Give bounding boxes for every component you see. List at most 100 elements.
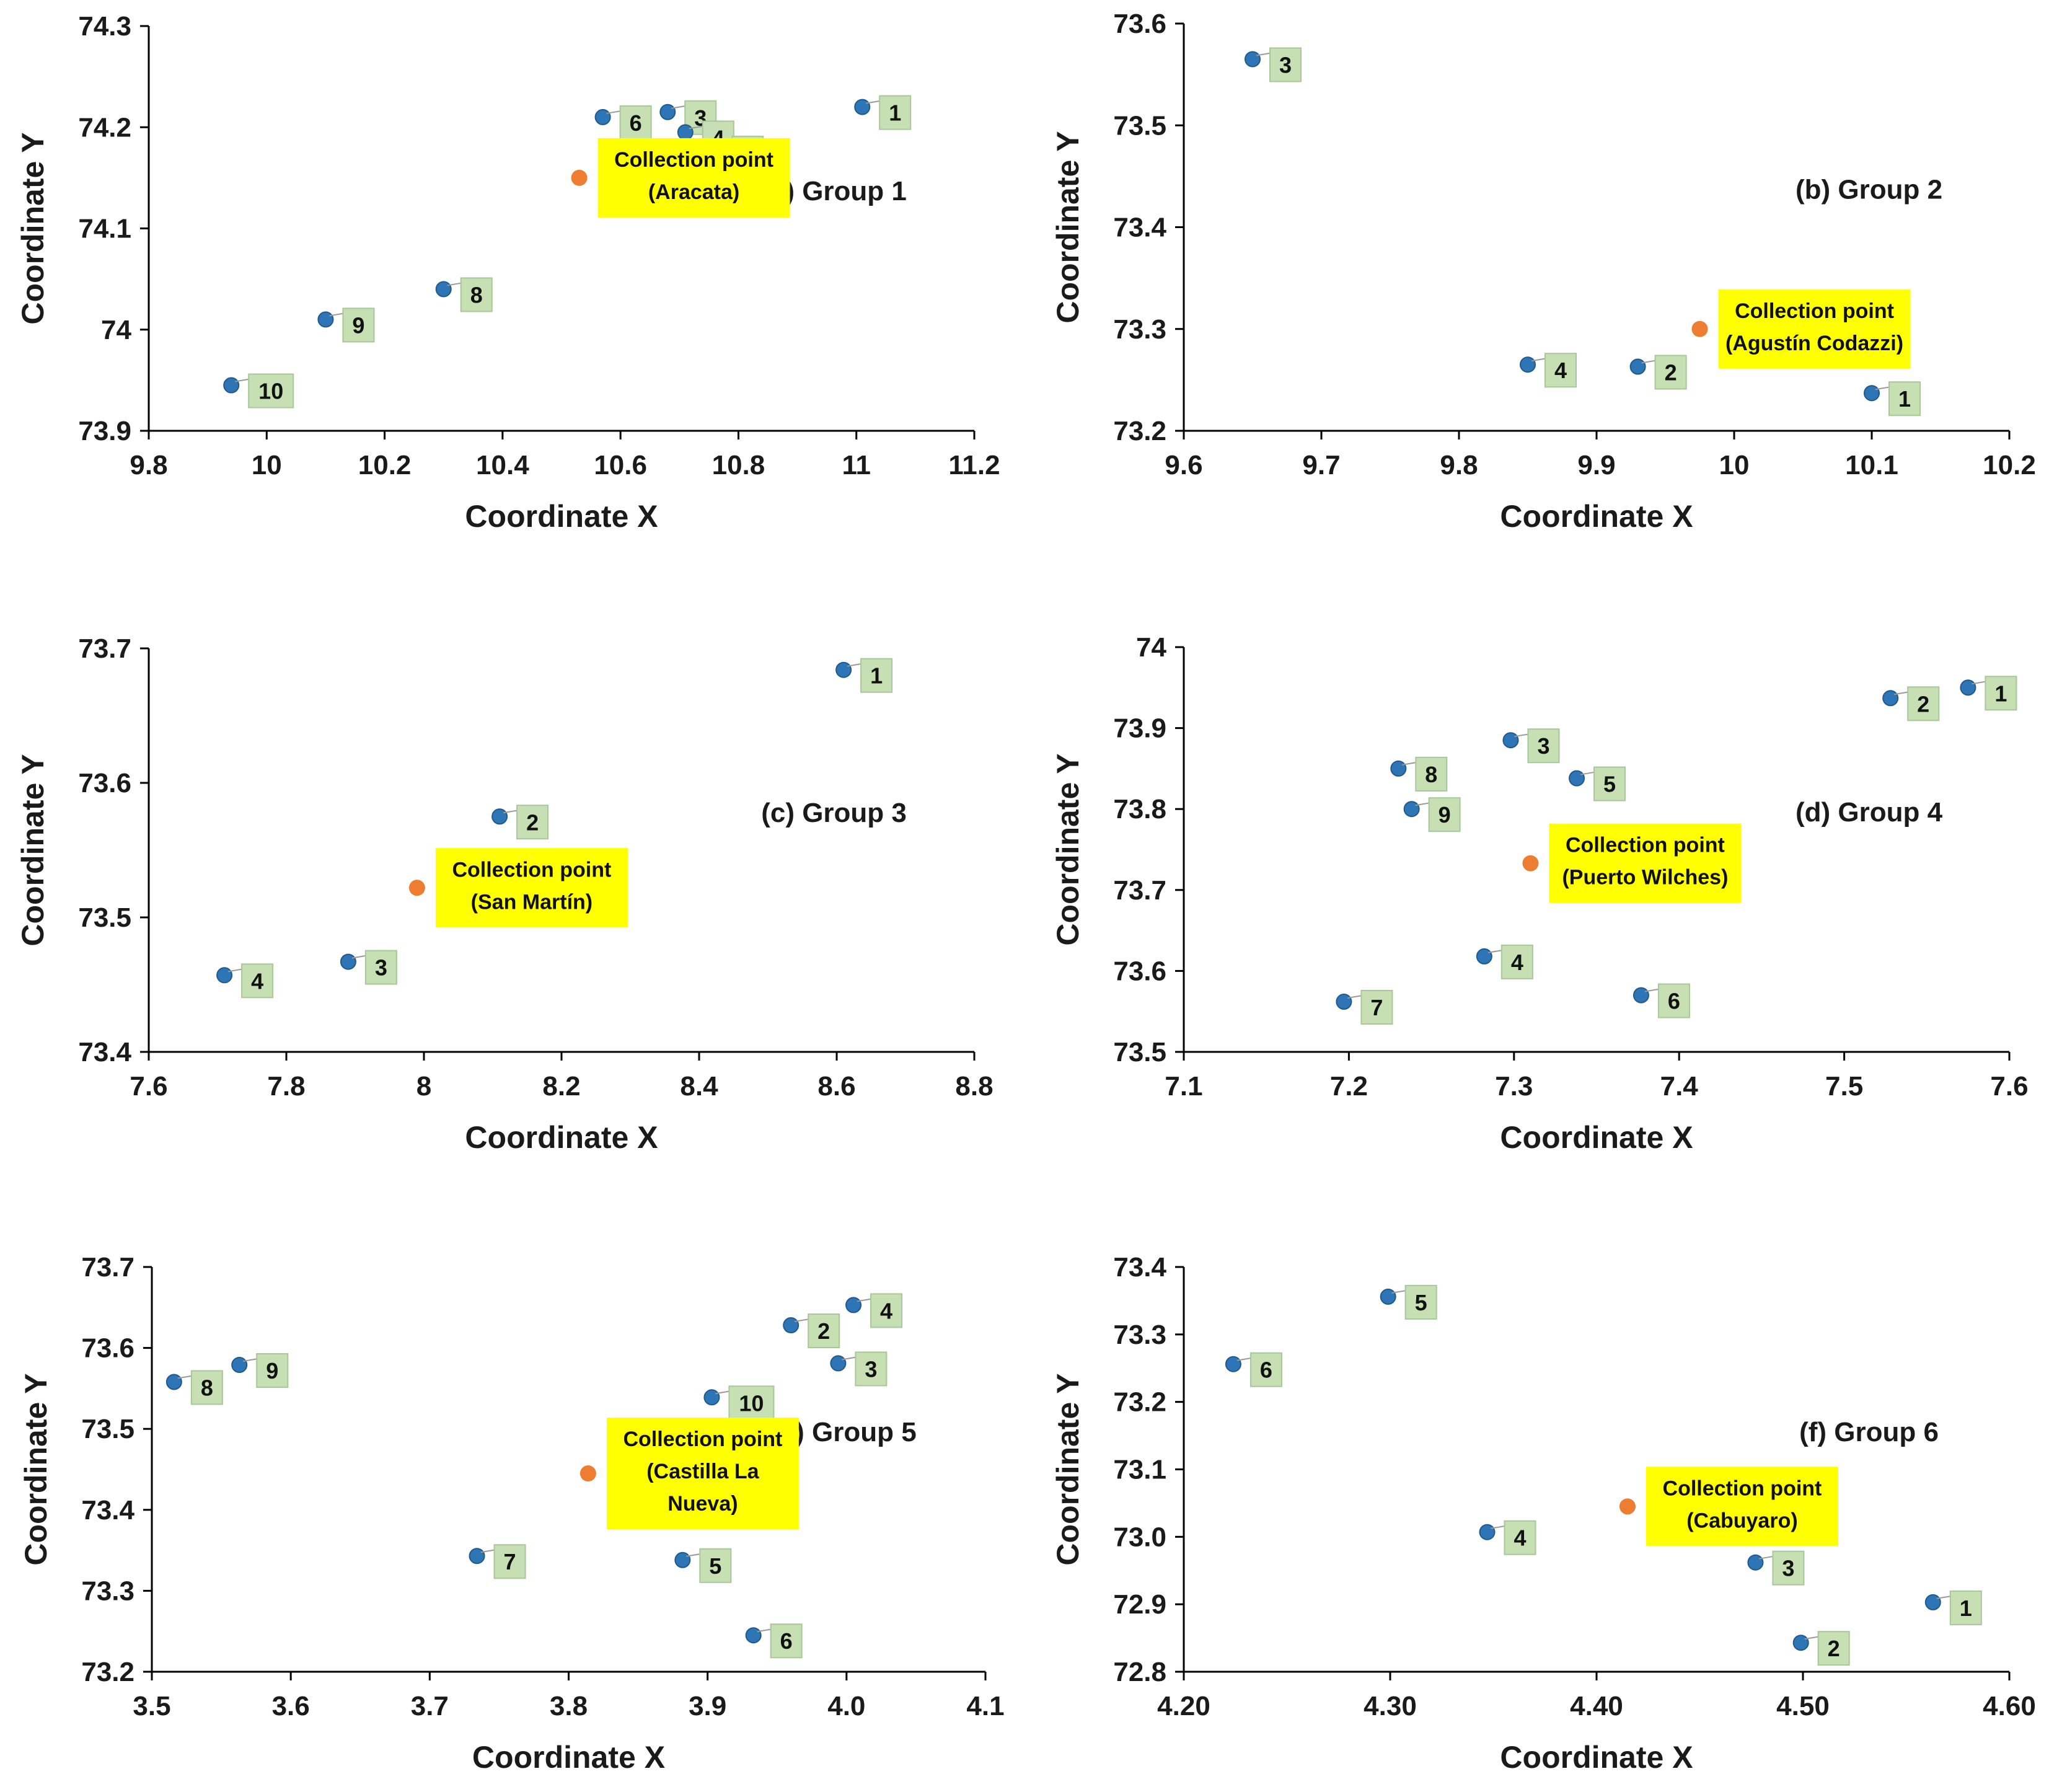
point-label: 4: [251, 968, 263, 994]
collection-point-group: Collection point (Agustín Codazzi): [1691, 289, 1911, 369]
data-point-group: 7: [1336, 990, 1393, 1025]
point-label: 5: [1415, 1290, 1427, 1315]
y-tick-label: 73.5: [1113, 110, 1166, 141]
data-point: [1479, 1524, 1496, 1540]
point-label: 9: [266, 1358, 278, 1384]
data-point-group: 3: [1747, 1550, 1805, 1586]
point-label-box: [1888, 381, 1921, 417]
y-tick-label: 73.3: [81, 1576, 134, 1606]
leader-line: [1875, 386, 1891, 391]
panel-label: (c) Group 3: [761, 798, 907, 828]
point-label: 2: [1917, 691, 1929, 717]
chart-panel-5: 3.5 3.6 3.7 3.8 3.9 4.0 4.1 73.2 73.3 73.4 73.5 73.…: [19, 1252, 1005, 1775]
data-point: [854, 99, 871, 115]
callout-box: [1718, 289, 1911, 369]
leader-line: [1531, 358, 1547, 362]
data-point-group: 8: [165, 1370, 223, 1405]
callout-box: [1646, 1467, 1838, 1547]
data-point-group: 4: [1479, 1520, 1536, 1555]
collection-point: [1619, 1498, 1636, 1515]
x-tick-label: 7.4: [1660, 1071, 1699, 1101]
leader-line: [1391, 1289, 1407, 1294]
y-tick-label: 72.9: [1113, 1589, 1166, 1620]
point-label: 6: [1260, 1357, 1272, 1383]
data-point-group: 3: [340, 950, 397, 985]
point-label: 8: [201, 1375, 213, 1400]
data-point-group: 9: [231, 1353, 289, 1388]
point-label: 6: [1668, 989, 1680, 1014]
callout-name: (San Martín): [471, 890, 593, 914]
point-label: 2: [1665, 360, 1677, 386]
point-label: 1: [889, 100, 901, 126]
callout-title: Collection point: [623, 1428, 782, 1451]
point-label: 3: [1537, 733, 1549, 759]
x-tick-label: 3.8: [550, 1691, 588, 1721]
callout-title: Collection point: [1663, 1476, 1822, 1500]
data-point-group: 10: [703, 1385, 775, 1421]
point-label-box: [808, 1313, 840, 1349]
callout-box: [606, 1418, 799, 1530]
point-label-box: [190, 1370, 223, 1405]
x-tick-label: 7.2: [1330, 1071, 1368, 1101]
data-point-group: 4: [216, 963, 274, 999]
collection-point: [579, 1465, 596, 1482]
x-tick-label: 10.2: [1983, 450, 2036, 480]
point-label-box: [770, 1623, 803, 1659]
x-tick-label: 11.2: [948, 450, 1000, 480]
data-point: [1792, 1635, 1809, 1651]
leader-line: [227, 968, 244, 973]
point-label: 2: [817, 1318, 830, 1344]
data-point-group: 6: [745, 1623, 803, 1659]
leader-line: [177, 1375, 193, 1379]
x-tick-label: 10.4: [476, 450, 529, 480]
leader-line: [1256, 52, 1272, 56]
callout-box: [597, 138, 790, 218]
point-label: 3: [375, 955, 387, 981]
x-tick-label: 3.6: [272, 1691, 310, 1721]
data-point: [1924, 1594, 1941, 1610]
x-tick-label: 10.1: [1845, 450, 1898, 480]
data-point-group: 1: [1864, 381, 1921, 417]
x-tick-label: 9.9: [1577, 450, 1615, 480]
point-label: 2: [526, 810, 539, 835]
callout-title: Collection point: [452, 858, 611, 881]
collection-point-group: Collection point (San Martín): [408, 848, 628, 928]
data-point: [491, 808, 508, 825]
leader-line: [857, 1298, 873, 1302]
y-tick-label: 73.4: [1113, 213, 1166, 243]
point-label-box: [342, 307, 375, 343]
data-point: [216, 967, 233, 984]
y-tick-label: 73.2: [81, 1657, 134, 1687]
leader-line: [1415, 802, 1430, 806]
point-label: 3: [1279, 52, 1292, 77]
callout-name: (Agustín Codazzi): [1725, 332, 1903, 355]
x-tick-label: 4.60: [1983, 1691, 2036, 1721]
data-point-group: 4: [1476, 944, 1533, 979]
data-point: [165, 1374, 182, 1390]
point-label-box: [1249, 1352, 1282, 1387]
data-point: [677, 124, 694, 141]
point-label-box: [1544, 353, 1577, 388]
chart-panel-3: 7.6 7.8 8 8.2 8.4 8.6 8.8 73.4 73.5 73.6 73.7 Coord…: [15, 633, 994, 1155]
collection-point: [1691, 320, 1708, 337]
chart-panel-6: 4.20 4.30 4.40 4.50 4.60 72.8 72.9 73.0 73.1 73.2…: [1051, 1252, 2036, 1775]
callout-name: (Aracata): [648, 180, 739, 204]
panel-label: (f) Group 6: [1799, 1417, 1939, 1447]
point-label-box: [1654, 355, 1687, 390]
data-point: [1882, 690, 1899, 707]
callout-name: (Castilla La: [646, 1460, 759, 1483]
data-point: [223, 377, 240, 394]
y-tick-label: 73.6: [1113, 9, 1166, 39]
leader-line: [1972, 681, 1987, 685]
y-tick-label: 74: [1136, 632, 1166, 663]
leader-line: [689, 125, 704, 130]
point-label: 4: [1554, 358, 1567, 383]
y-axis-title: Coordinate Y: [19, 1373, 53, 1565]
callout-title: Collection point: [1735, 299, 1894, 323]
point-label-box: [1428, 797, 1461, 832]
leader-line: [447, 282, 462, 286]
leader-line: [1641, 360, 1657, 364]
point-label-box: [1504, 1520, 1536, 1555]
collection-point: [408, 880, 425, 896]
data-point-group: 2: [783, 1313, 840, 1349]
